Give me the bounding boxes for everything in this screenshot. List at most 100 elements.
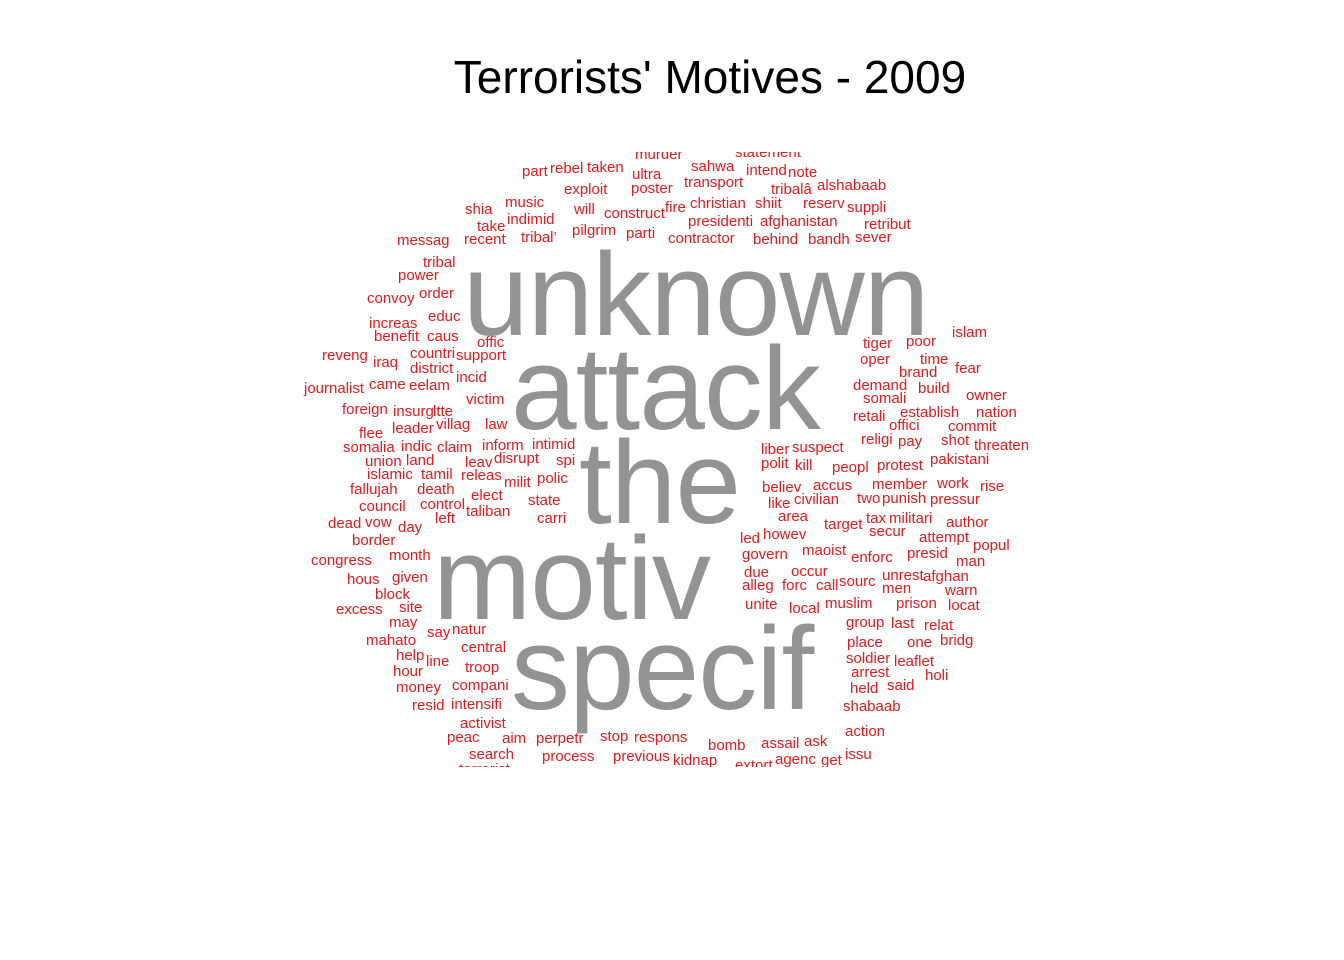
word-contractor: contractor [668, 230, 735, 247]
word-enforc: enforc [851, 549, 893, 566]
word-assail: assail [761, 735, 800, 752]
word-intend: intend [746, 162, 787, 179]
word-union: union [365, 453, 402, 470]
word-call: call [816, 577, 839, 594]
word-presid: presid [907, 545, 948, 562]
word-eelam: eelam [409, 377, 450, 394]
word-block: block [375, 586, 411, 603]
word-time: time [920, 351, 949, 368]
word-intimid: intimid [532, 436, 576, 453]
word-sever: sever [855, 229, 892, 246]
word-pay: pay [898, 433, 923, 450]
word-construct: construct [604, 205, 665, 222]
word-offici: offici [889, 417, 920, 434]
word-ltte: ltte [433, 403, 454, 420]
word-islamic: islamic [367, 466, 413, 483]
word-spi: spi [556, 452, 576, 469]
word-afghan: afghan [923, 568, 969, 585]
word-fire: fire [665, 199, 686, 216]
word-terrorist: terrorist [459, 762, 510, 767]
word-mahato: mahato [366, 632, 417, 649]
word-search: search [469, 746, 515, 763]
word-soldier: soldier [846, 650, 891, 667]
word-milit: milit [504, 474, 531, 491]
word-suppli: suppli [847, 199, 887, 216]
word-recent: recent [464, 231, 506, 248]
word-taliban: taliban [466, 503, 511, 520]
word-bomb: bomb [708, 737, 746, 754]
word-demand: demand [853, 377, 908, 394]
word-cloud: unknown attack the motiv specif murder stateme… [0, 152, 1344, 767]
word-one: one [907, 634, 933, 651]
word-hour: hour [393, 663, 424, 680]
word-leader: leader [392, 420, 434, 437]
word-popul: popul [973, 537, 1010, 554]
word-came: came [369, 376, 406, 393]
word-work: work [937, 475, 969, 492]
word-nation: nation [976, 404, 1017, 421]
word-shot: shot [941, 432, 970, 449]
word-offic: offic [477, 334, 505, 351]
word-establish: establish [900, 404, 960, 421]
word-convoy: convoy [367, 290, 415, 307]
word-warn: warn [945, 582, 978, 599]
word-line: line [426, 653, 450, 670]
word-group: group [846, 614, 885, 631]
word-music: music [505, 194, 545, 211]
word-unite: unite [745, 596, 778, 613]
word-ask: ask [804, 733, 828, 750]
word-claim: claim [437, 439, 473, 456]
word-action: action [845, 723, 886, 740]
word-council: council [359, 498, 406, 515]
word-pilgrim: pilgrim [572, 222, 617, 239]
word-local: local [789, 600, 820, 617]
word-accus: accus [813, 477, 853, 494]
word-district: district [410, 360, 454, 377]
word-month: month [389, 547, 431, 564]
word-holi: holi [925, 667, 949, 684]
word-support: support [456, 347, 507, 364]
word-somalia: somalia [343, 439, 395, 456]
word-agenc: agenc [775, 751, 816, 767]
word-resid: resid [412, 697, 445, 714]
word-will: will [574, 201, 595, 218]
word-liber: liber [761, 441, 790, 458]
word-specif: specif [511, 603, 814, 735]
word-pakistani: pakistani [930, 451, 990, 468]
word-polic: polic [537, 470, 568, 487]
word-murder: murder [635, 152, 683, 163]
word-shia: shia [465, 201, 493, 218]
word-activist: activist [460, 715, 506, 732]
word-death: death [417, 481, 455, 498]
word-shabaab: shabaab [843, 698, 901, 715]
word-dead: dead [328, 515, 362, 532]
word-leav: leav [465, 454, 493, 471]
word-victim: victim [466, 391, 505, 408]
word-releas: releas [461, 467, 502, 484]
word-place: place [847, 634, 883, 651]
word-somali: somali [863, 390, 907, 407]
word-exploit: exploit [564, 181, 608, 198]
word-poster: poster [631, 180, 673, 197]
word-men: men [882, 580, 912, 597]
word-attack: attack [511, 323, 821, 455]
word-religi: religi [861, 431, 893, 448]
word-secur: secur [869, 523, 906, 540]
word-may: may [389, 614, 418, 631]
word-said: said [887, 677, 915, 694]
word-reveng: reveng [322, 347, 368, 364]
word-elect: elect [471, 487, 503, 504]
word-bridg: bridg [940, 632, 974, 649]
word-muslim: muslim [825, 595, 873, 612]
word-stop: stop [600, 728, 629, 745]
word-due: due [744, 564, 770, 581]
word-take: take [477, 218, 506, 235]
word-man: man [956, 553, 986, 570]
word-militari: militari [889, 510, 933, 527]
word-day: day [398, 519, 423, 536]
word-peac: peac [447, 729, 480, 746]
word-held: held [850, 680, 879, 697]
word-occur: occur [791, 563, 828, 580]
word-previous: previous [613, 748, 670, 765]
word-troop: troop [465, 659, 500, 676]
